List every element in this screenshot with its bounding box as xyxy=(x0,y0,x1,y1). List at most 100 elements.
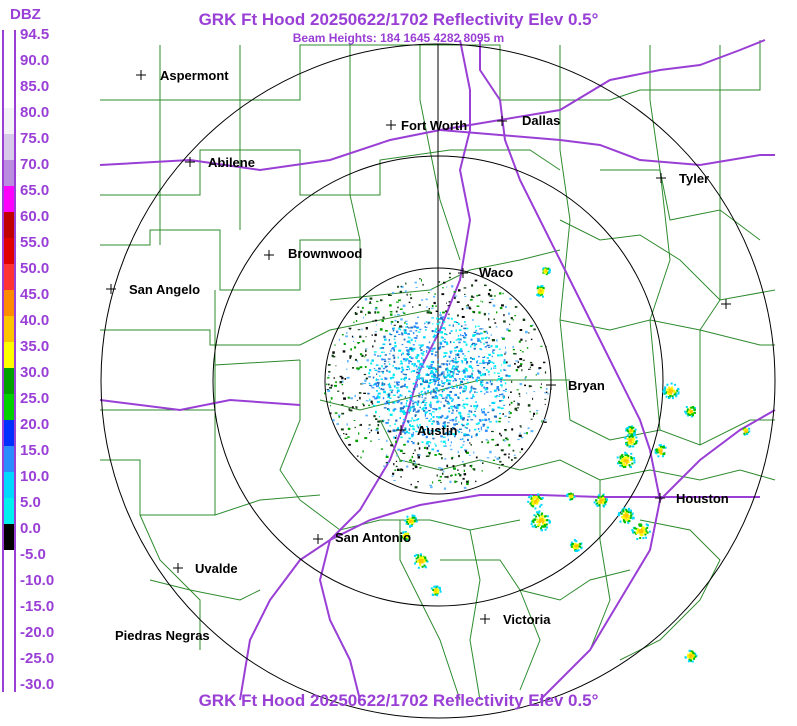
echo-pixel xyxy=(530,523,533,526)
echo-pixel xyxy=(688,414,691,416)
echo-pixel xyxy=(465,343,468,346)
echo-pixel xyxy=(519,395,521,397)
echo-pixel xyxy=(668,386,671,389)
echo-pixel xyxy=(431,366,434,369)
echo-pixel xyxy=(392,364,394,367)
echo-pixel xyxy=(416,354,420,357)
echo-pixel xyxy=(541,525,543,528)
echo-pixel xyxy=(448,410,451,413)
echo-pixel xyxy=(428,409,431,412)
echo-pixel xyxy=(448,394,451,397)
echo-pixel xyxy=(580,546,583,549)
echo-pixel xyxy=(443,352,447,354)
echo-pixel xyxy=(483,342,485,346)
echo-pixel xyxy=(434,397,437,399)
city-label: Dallas xyxy=(522,113,560,128)
echo-pixel xyxy=(531,499,533,502)
echo-pixel xyxy=(396,401,399,404)
echo-pixel xyxy=(408,428,411,431)
echo-pixel xyxy=(449,397,452,400)
echo-pixel xyxy=(452,399,454,401)
echo-pixel xyxy=(386,369,388,372)
legend-swatch xyxy=(4,550,14,576)
echo-pixel xyxy=(437,363,439,366)
echo-pixel xyxy=(407,351,410,354)
echo-pixel xyxy=(458,289,461,292)
echo-pixel xyxy=(488,326,492,328)
echo-pixel xyxy=(368,372,371,375)
echo-pixel xyxy=(472,334,475,337)
echo-pixel xyxy=(406,293,408,296)
echo-pixel xyxy=(417,316,419,318)
echo-pixel xyxy=(504,429,507,431)
echo-pixel xyxy=(414,465,418,469)
echo-pixel xyxy=(440,440,442,443)
echo-pixel xyxy=(405,330,407,332)
echo-pixel xyxy=(448,433,451,436)
echo-pixel xyxy=(476,376,480,379)
echo-pixel xyxy=(579,542,582,545)
echo-pixel xyxy=(629,459,632,461)
echo-pixel xyxy=(540,529,543,532)
legend-label: 15.0 xyxy=(20,442,50,459)
echo-pixel xyxy=(414,340,417,342)
echo-pixel xyxy=(478,311,481,314)
echo-pixel xyxy=(503,361,507,364)
echo-pixel xyxy=(406,420,410,423)
echo-pixel xyxy=(689,652,692,655)
echo-pixel xyxy=(415,411,418,413)
legend-label: 65.0 xyxy=(20,182,50,199)
echo-pixel xyxy=(538,289,541,292)
echo-pixel xyxy=(633,433,635,436)
echo-pixel xyxy=(444,424,447,427)
echo-pixel xyxy=(657,455,660,458)
echo-pixel xyxy=(350,397,353,400)
echo-pixel xyxy=(399,394,402,397)
echo-pixel xyxy=(368,312,371,314)
echo-pixel xyxy=(461,316,465,318)
echo-pixel xyxy=(422,379,425,382)
echo-pixel xyxy=(498,456,501,459)
echo-pixel xyxy=(424,414,426,417)
echo-pixel xyxy=(384,378,386,380)
echo-pixel xyxy=(437,416,440,419)
echo-pixel xyxy=(423,336,426,339)
city-label: San Angelo xyxy=(129,282,200,297)
echo-pixel xyxy=(668,388,671,391)
echo-pixel xyxy=(403,331,407,334)
echo-pixel xyxy=(465,427,468,429)
echo-pixel xyxy=(625,516,628,519)
echo-pixel xyxy=(432,360,435,363)
echo-pixel xyxy=(410,338,413,342)
echo-pixel xyxy=(491,438,495,441)
echo-pixel xyxy=(542,289,545,292)
echo-pixel xyxy=(453,371,455,374)
echo-pixel xyxy=(417,374,421,376)
echo-pixel xyxy=(464,385,467,388)
echo-pixel xyxy=(442,375,445,378)
echo-pixel xyxy=(467,304,469,307)
echo-pixel xyxy=(413,325,417,328)
echo-pixel xyxy=(433,375,437,377)
echo-pixel xyxy=(496,457,500,461)
echo-pixel xyxy=(533,328,536,331)
echo-pixel xyxy=(417,400,420,403)
echo-pixel xyxy=(530,495,533,497)
echo-pixel xyxy=(746,433,749,436)
echo-pixel xyxy=(377,395,379,397)
echo-pixel xyxy=(640,530,643,532)
echo-pixel xyxy=(377,424,380,427)
echo-pixel xyxy=(397,468,400,471)
echo-pixel xyxy=(456,409,458,412)
echo-pixel xyxy=(407,405,410,407)
echo-pixel xyxy=(432,411,435,413)
echo-pixel xyxy=(407,353,410,355)
echo-pixel xyxy=(408,390,411,393)
echo-pixel xyxy=(543,419,547,421)
echo-pixel xyxy=(375,418,378,420)
echo-pixel xyxy=(447,317,450,319)
echo-pixel xyxy=(744,428,747,431)
echo-pixel xyxy=(393,463,395,466)
echo-pixel xyxy=(393,349,395,352)
echo-pixel xyxy=(420,349,423,351)
